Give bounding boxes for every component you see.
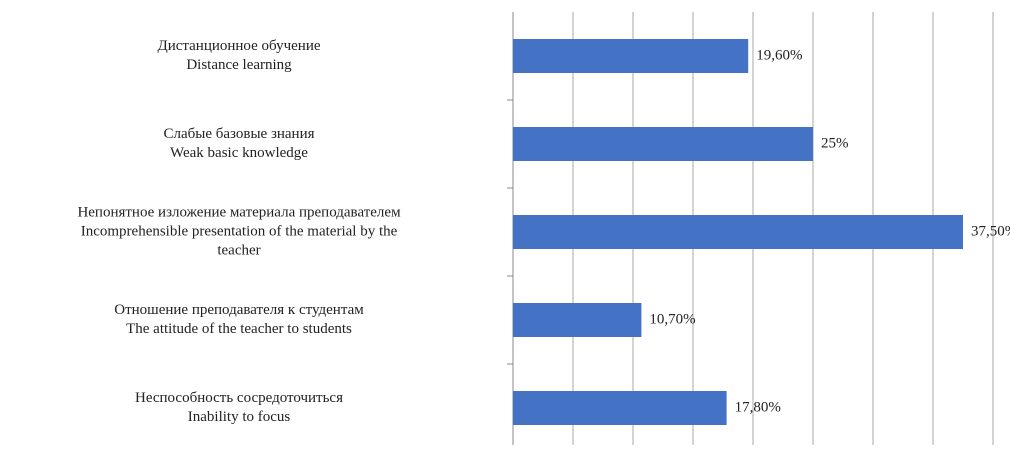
value-label: 19,60% (756, 47, 802, 63)
value-label: 25% (821, 135, 849, 151)
value-label: 17,80% (735, 399, 781, 415)
bar (513, 127, 813, 161)
category-label: Непонятное изложение материала преподава… (77, 204, 401, 259)
category-label: Дистанционное обучение Distance learning (157, 38, 321, 73)
value-label: 37,50% (971, 223, 1010, 239)
bar (513, 303, 642, 337)
bar (513, 215, 963, 249)
category-label: Неспособность сосредоточиться Inability … (135, 390, 343, 425)
bar (513, 39, 749, 73)
category-label: Слабые базовые знания Weak basic knowled… (163, 126, 315, 161)
value-label: 10,70% (649, 311, 695, 327)
category-label: Отношение преподавателя к студентам The … (114, 302, 364, 337)
bar (513, 391, 727, 425)
